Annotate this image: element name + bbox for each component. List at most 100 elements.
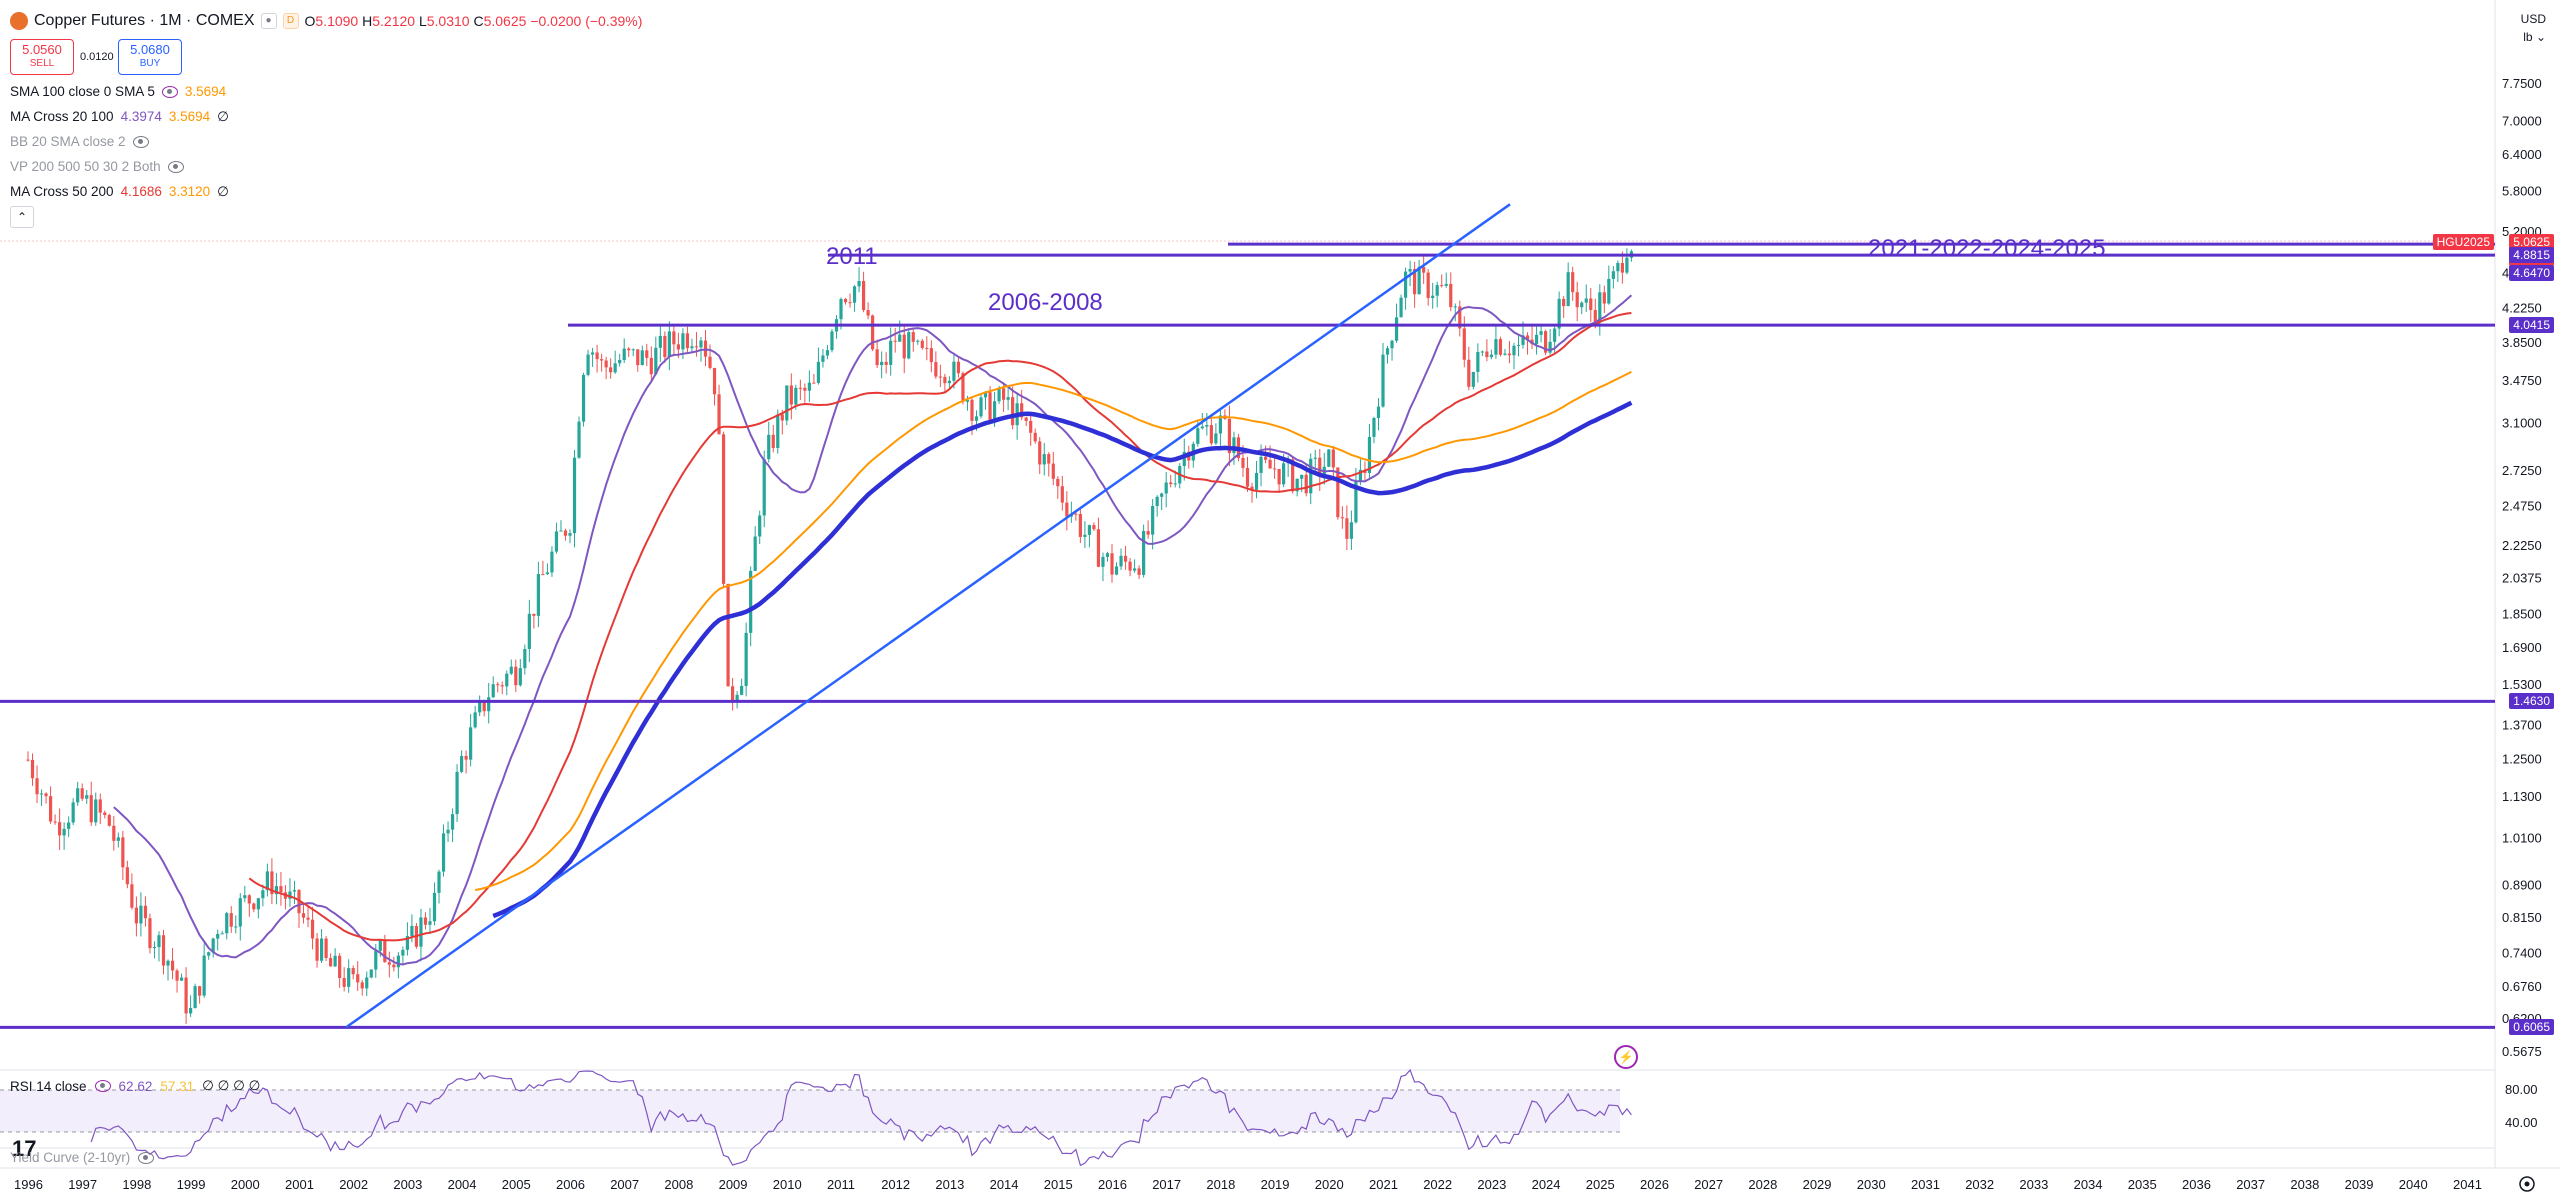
sma100-line[interactable]: [492, 400, 1633, 919]
candle: [1029, 415, 1033, 446]
time-axis-label: 2041: [2453, 1177, 2482, 1192]
time-axis-label: 2016: [1098, 1177, 1127, 1192]
candle: [1444, 272, 1448, 288]
unit-label[interactable]: lb: [2523, 30, 2533, 44]
candle: [595, 344, 599, 373]
candle: [1295, 478, 1299, 497]
candle: [1223, 409, 1227, 420]
price-tag[interactable]: 0.6065: [2509, 1019, 2554, 1036]
indicator-sma100[interactable]: SMA 100 close 0 SMA 5 3.5694: [10, 84, 227, 99]
candle: [39, 789, 44, 806]
candle: [1616, 260, 1620, 282]
collapse-legend-button[interactable]: ⌃: [10, 205, 34, 228]
candle: [365, 971, 369, 997]
price-tag[interactable]: 4.0415: [2509, 317, 2554, 334]
candle: [89, 781, 93, 826]
candle: [58, 808, 62, 851]
candle: [771, 424, 775, 453]
candle: [396, 952, 400, 979]
candle: [1101, 552, 1105, 582]
price-tag[interactable]: 1.4630: [2509, 693, 2554, 710]
price-axis-label: 2.0375: [2502, 571, 2542, 586]
time-axis-label: 2039: [2345, 1177, 2374, 1192]
candle: [487, 683, 491, 724]
candle: [1214, 423, 1218, 446]
hidden-eye-icon[interactable]: [167, 160, 184, 173]
indicator-ma-cross-20-100[interactable]: MA Cross 20 100 4.3974 3.5694 ∅: [10, 108, 229, 125]
ma100-line[interactable]: [474, 370, 1632, 892]
candle: [712, 367, 717, 406]
candle: [1142, 524, 1146, 578]
price-tag[interactable]: 5.0625: [2509, 233, 2554, 250]
time-axis-label: 2002: [339, 1177, 368, 1192]
candle: [1625, 248, 1629, 275]
currency-unit[interactable]: USD: [2520, 12, 2546, 26]
settings-gear-icon[interactable]: [2515, 1172, 2539, 1196]
price-tag[interactable]: 4.8815: [2509, 247, 2554, 264]
candle: [627, 347, 631, 358]
ma50-line[interactable]: [248, 312, 1632, 942]
interval-badge: D: [282, 12, 299, 29]
candle: [744, 622, 748, 697]
time-axis-label: 2034: [2074, 1177, 2103, 1192]
price-axis-label: 3.8500: [2502, 335, 2542, 350]
candle: [315, 933, 319, 968]
buy-button[interactable]: 5.0680 BUY: [118, 39, 182, 75]
time-axis-label: 2013: [935, 1177, 964, 1192]
ma20-line[interactable]: [113, 294, 1633, 966]
hidden-eye-icon[interactable]: [132, 135, 149, 148]
price-axis-label: 0.5675: [2502, 1044, 2542, 1059]
candle: [392, 956, 396, 972]
candle: [428, 907, 432, 935]
currency-selector[interactable]: USD lb ⌄: [2521, 10, 2546, 46]
candle: [1205, 412, 1209, 436]
candle: [1571, 266, 1575, 301]
candle: [1137, 565, 1141, 579]
indicator-ma-cross-50-200[interactable]: MA Cross 50 200 4.1686 3.3120 ∅: [10, 183, 229, 200]
time-axis-label: 2009: [719, 1177, 748, 1192]
candle: [491, 676, 495, 699]
candle: [554, 522, 559, 554]
annotation-2011[interactable]: 2011: [826, 243, 878, 270]
copper-symbol-icon: [10, 11, 28, 30]
candle: [351, 965, 355, 980]
candle: [1051, 451, 1055, 486]
candle: [1164, 471, 1168, 508]
rsi-line[interactable]: [90, 1068, 1632, 1167]
candle: [1327, 449, 1331, 468]
candle: [1128, 558, 1132, 577]
candle: [1390, 339, 1394, 361]
rsi-legend[interactable]: RSI 14 close 62.62 57.31 ∅ ∅ ∅ ∅: [10, 1078, 261, 1094]
candle: [1345, 505, 1349, 551]
symbol-title[interactable]: Copper Futures · 1M · COMEX: [34, 11, 255, 29]
price-axis-label: 1.5300: [2502, 677, 2542, 692]
hidden-eye-icon[interactable]: [138, 1151, 155, 1164]
indicator-vp[interactable]: VP 200 500 50 30 2 Both: [10, 154, 642, 179]
yield-curve-legend[interactable]: Yield Curve (2-10yr): [10, 1150, 155, 1165]
time-axis-label: 2003: [393, 1177, 422, 1192]
annotation-2006-2008[interactable]: 2006-2008: [988, 289, 1103, 316]
price-axis-label: 1.0100: [2502, 831, 2542, 846]
annotation-2021-2025[interactable]: 2021-2022-2024-2025: [1868, 235, 2106, 262]
time-axis-label: 2011: [827, 1177, 855, 1192]
candle: [1277, 468, 1281, 494]
price-tag[interactable]: 4.6470: [2509, 265, 2554, 282]
candle: [1422, 253, 1426, 284]
candle: [48, 786, 53, 824]
candle: [514, 659, 518, 693]
price-axis-label: 0.8150: [2502, 910, 2542, 925]
candle: [708, 344, 712, 370]
sell-button[interactable]: 5.0560 SELL: [10, 39, 74, 75]
time-axis-label: 1999: [177, 1177, 206, 1192]
price-axis-label: 3.4750: [2502, 373, 2542, 388]
candle: [44, 792, 48, 804]
candle: [618, 353, 622, 367]
lightning-icon[interactable]: ⚡: [1614, 1045, 1638, 1069]
uptrend-line[interactable]: [345, 203, 1511, 1029]
candle: [929, 340, 933, 373]
indicator-bb[interactable]: BB 20 SMA close 2: [10, 129, 642, 154]
candle: [1105, 551, 1110, 562]
time-axis-label: 2036: [2182, 1177, 2211, 1192]
candle: [455, 764, 459, 823]
